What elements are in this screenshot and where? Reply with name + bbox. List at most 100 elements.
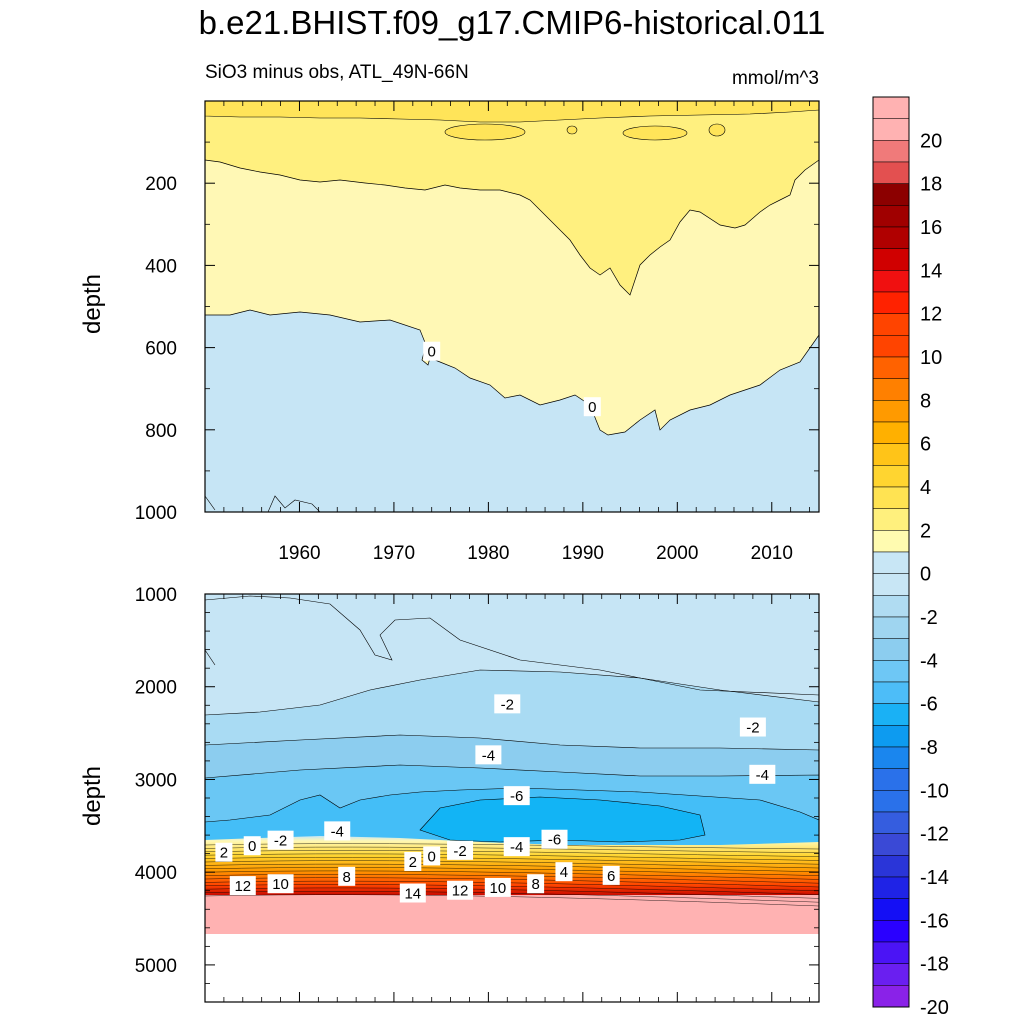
bottom-y-tick-label: 3000 bbox=[135, 770, 177, 791]
contour-label: -4 bbox=[331, 823, 344, 840]
colorbar-swatch bbox=[872, 833, 910, 856]
contour-line bbox=[204, 860, 820, 869]
colorbar-swatch bbox=[872, 270, 910, 293]
colorbar-swatch bbox=[872, 465, 910, 488]
contour-label-bg bbox=[602, 865, 620, 885]
contour-label: 4 bbox=[560, 864, 568, 881]
top-yellow-upper-region bbox=[205, 101, 819, 296]
top-y-tick-label: 200 bbox=[145, 174, 177, 195]
bottom-y-tick-label: 2000 bbox=[135, 678, 177, 699]
colorbar-swatch bbox=[872, 205, 910, 228]
contour-label: -6 bbox=[510, 788, 523, 805]
contour-label: 12 bbox=[452, 883, 469, 900]
colorbar-label: -6 bbox=[920, 694, 938, 716]
contour-label: 10 bbox=[272, 876, 289, 893]
colorbar-label: 4 bbox=[920, 477, 931, 499]
colorbar-label: -4 bbox=[920, 650, 938, 672]
contour-label: -2 bbox=[746, 720, 759, 737]
colorbar-swatch bbox=[872, 595, 910, 618]
axes-layer: 2004006008001000100020003000400050001960… bbox=[135, 101, 819, 1002]
colorbar-label: 12 bbox=[920, 304, 942, 326]
colorbar-swatch bbox=[872, 660, 910, 683]
contour-label-bg bbox=[324, 821, 351, 841]
contour-line bbox=[204, 853, 820, 861]
contour-line bbox=[204, 870, 820, 880]
contour-label: 14 bbox=[404, 886, 421, 903]
colorbar-swatch bbox=[872, 638, 910, 661]
contour-label-bg bbox=[475, 745, 502, 765]
chart-title: b.e21.BHIST.f09_g17.CMIP6-historical.011 bbox=[198, 4, 826, 41]
colorbar-swatch bbox=[872, 335, 910, 358]
colorbar-label: 14 bbox=[920, 260, 942, 282]
contour-line bbox=[204, 867, 820, 876]
colorbar-label: 6 bbox=[920, 434, 931, 456]
contour-label-bg bbox=[399, 883, 426, 903]
x-tick-label: 2010 bbox=[751, 543, 793, 564]
contour-label-bg bbox=[739, 717, 766, 737]
contour-label: 0 bbox=[428, 344, 436, 361]
top-y-tick-label: 800 bbox=[145, 421, 177, 442]
colorbar-swatch bbox=[872, 118, 910, 141]
colorbar-label: -16 bbox=[920, 910, 949, 932]
contour-label-bg bbox=[229, 876, 256, 896]
colorbar-swatch bbox=[872, 790, 910, 813]
x-tick-label: 2000 bbox=[656, 543, 698, 564]
contour-label: 0 bbox=[248, 838, 256, 855]
contour-label: -2 bbox=[453, 843, 466, 860]
contour-label-bg bbox=[749, 764, 776, 784]
colorbar-swatch bbox=[872, 963, 910, 986]
contour-label: -2 bbox=[274, 833, 287, 850]
colorbar-swatch bbox=[872, 681, 910, 704]
colorbar-swatch bbox=[872, 486, 910, 509]
x-tick-label: 1990 bbox=[562, 543, 604, 564]
colorbar-swatch bbox=[872, 551, 910, 574]
colorbar-swatch bbox=[872, 725, 910, 748]
contour-label: -4 bbox=[510, 839, 523, 856]
bottom-y-tick-label: 5000 bbox=[135, 956, 177, 977]
colorbar-swatch bbox=[872, 920, 910, 943]
contour-label-bg bbox=[503, 786, 530, 806]
contour-label: 2 bbox=[409, 854, 417, 871]
contour-label-bg bbox=[527, 874, 545, 894]
contour-label-bg bbox=[555, 862, 573, 882]
colorbar-label: 0 bbox=[920, 564, 931, 586]
contour-label-bg bbox=[494, 694, 521, 714]
contour-label-bg bbox=[423, 341, 441, 361]
colorbar-label: 2 bbox=[920, 520, 931, 542]
colorbar-swatch bbox=[872, 768, 910, 791]
top-y-tick-label: 1000 bbox=[135, 503, 177, 524]
colorbar-swatch bbox=[872, 508, 910, 531]
units-label: mmol/m^3 bbox=[731, 68, 819, 89]
colorbar-swatch bbox=[872, 356, 910, 379]
contour-label: -2 bbox=[501, 696, 514, 713]
contour-label-bg bbox=[541, 829, 568, 849]
colorbar-swatch bbox=[872, 811, 910, 834]
contour-line bbox=[204, 857, 820, 865]
colorbar-frame bbox=[872, 96, 910, 1008]
colorbar-swatch bbox=[872, 443, 910, 466]
top-surface-band bbox=[205, 101, 819, 123]
colorbar-swatch bbox=[872, 703, 910, 726]
colorbar-swatch bbox=[872, 530, 910, 553]
contour-label: 0 bbox=[428, 848, 436, 865]
chart-subtitle: SiO3 minus obs, ATL_49N-66N bbox=[205, 62, 469, 83]
colorbar-swatch bbox=[872, 573, 910, 596]
contour-label: -6 bbox=[548, 832, 561, 849]
colorbar-swatch bbox=[872, 746, 910, 769]
colorbar-swatch bbox=[872, 161, 910, 184]
contour-label: 8 bbox=[343, 869, 351, 886]
contour-label-bg bbox=[484, 877, 511, 897]
colorbar-swatch bbox=[872, 400, 910, 423]
contour-line bbox=[204, 863, 820, 872]
contour-label-bg bbox=[447, 840, 474, 860]
colorbar-label: 10 bbox=[920, 347, 942, 369]
top-y-tick-label: 400 bbox=[145, 256, 177, 277]
colorbar-swatch bbox=[872, 313, 910, 336]
contour-label-bg bbox=[423, 846, 441, 866]
contour-label-bg bbox=[503, 837, 530, 857]
colorbar-swatch bbox=[872, 421, 910, 444]
colorbar-label: 18 bbox=[920, 174, 942, 196]
colorbar-label: -8 bbox=[920, 737, 938, 759]
